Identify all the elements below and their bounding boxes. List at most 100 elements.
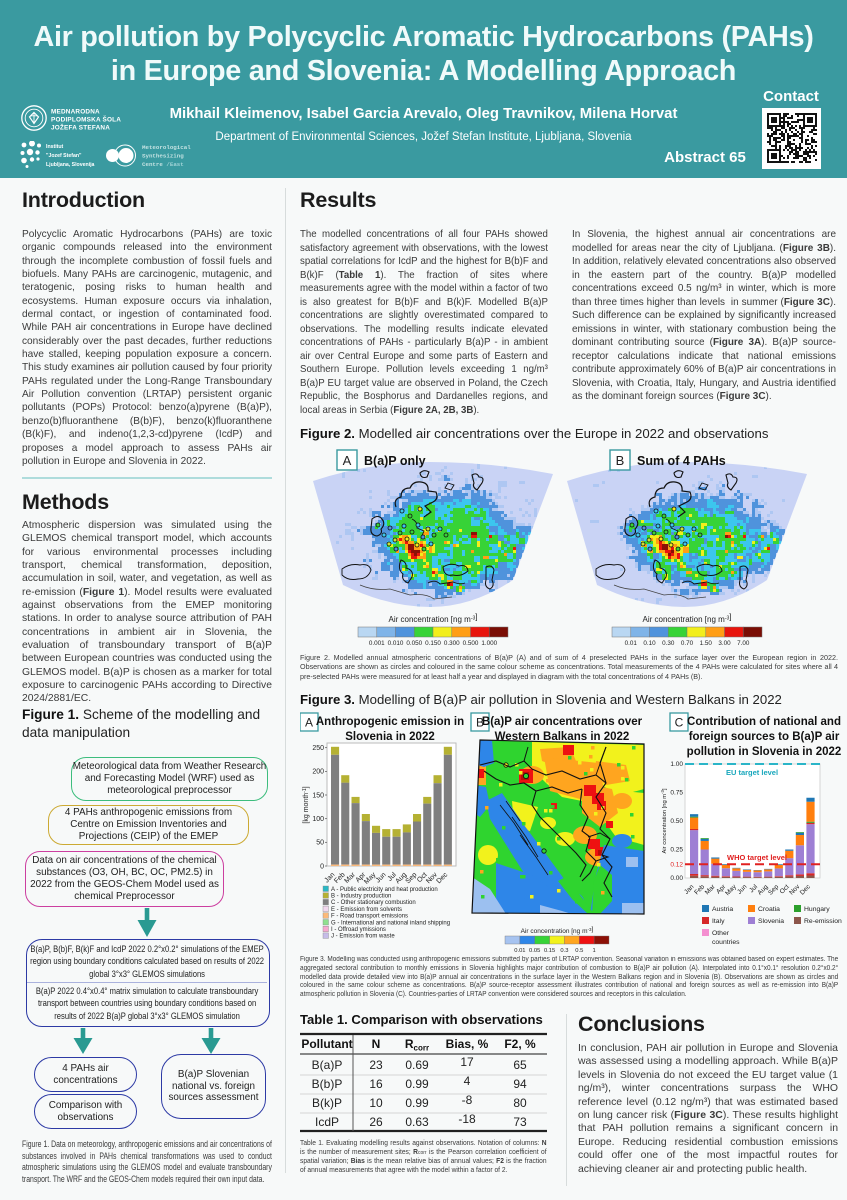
svg-text:A: A bbox=[343, 453, 352, 468]
svg-text:EU target level: EU target level bbox=[726, 768, 778, 777]
svg-text:B(a)P: B(a)P bbox=[312, 1058, 343, 1072]
svg-text:I - Offroad ymissions: I - Offroad ymissions bbox=[331, 927, 386, 933]
svg-text:Italy: Italy bbox=[712, 918, 725, 925]
svg-text:Sum of 4 PAHs: Sum of 4 PAHs bbox=[637, 454, 726, 468]
svg-text:B - Industry production: B - Industry production bbox=[331, 894, 391, 900]
svg-text:0.25: 0.25 bbox=[670, 847, 683, 854]
svg-text:Air concentration [ng m-3]: Air concentration [ng m-3] bbox=[660, 788, 668, 853]
svg-text:A - Public electricity and hea: A - Public electricity and heat producti… bbox=[331, 887, 438, 893]
svg-text:7.00: 7.00 bbox=[737, 640, 750, 647]
svg-text:100: 100 bbox=[312, 816, 324, 823]
svg-text:A: A bbox=[305, 716, 313, 730]
svg-text:foreign sources to B(a)P air: foreign sources to B(a)P air bbox=[689, 731, 840, 743]
svg-text:Re-emission: Re-emission bbox=[804, 918, 842, 925]
svg-text:0.150: 0.150 bbox=[425, 640, 441, 647]
svg-text:10: 10 bbox=[369, 1096, 383, 1110]
svg-text:PODIPLOMSKA ŠOLA: PODIPLOMSKA ŠOLA bbox=[51, 115, 121, 124]
svg-text:0.050: 0.050 bbox=[406, 640, 422, 647]
svg-text:1: 1 bbox=[592, 948, 595, 954]
svg-text:1.00: 1.00 bbox=[670, 761, 683, 768]
svg-text:250: 250 bbox=[312, 745, 324, 752]
svg-text:Slovenia in 2022: Slovenia in 2022 bbox=[345, 731, 435, 743]
svg-text:B(a)P air concentrations over: B(a)P air concentrations over bbox=[482, 716, 643, 728]
svg-text:Jul: Jul bbox=[748, 883, 759, 894]
svg-text:Other: Other bbox=[712, 930, 730, 937]
svg-text:0.00: 0.00 bbox=[670, 875, 683, 882]
svg-text:0.3: 0.3 bbox=[560, 948, 568, 954]
svg-text:countries: countries bbox=[712, 939, 740, 946]
svg-text:B(k)P: B(k)P bbox=[312, 1096, 342, 1110]
svg-text:WHO target level: WHO target level bbox=[727, 853, 787, 862]
svg-text:0.10: 0.10 bbox=[643, 640, 656, 647]
svg-text:0.70: 0.70 bbox=[681, 640, 694, 647]
svg-text:Air concentration [ng m-3]: Air concentration [ng m-3] bbox=[389, 613, 478, 625]
svg-text:Jul: Jul bbox=[387, 871, 399, 883]
svg-text:Slovenia: Slovenia bbox=[758, 918, 784, 925]
svg-text:Synthesizing: Synthesizing bbox=[142, 153, 184, 160]
svg-text:-8: -8 bbox=[462, 1093, 473, 1107]
svg-text:1.50: 1.50 bbox=[700, 640, 713, 647]
svg-text:0: 0 bbox=[320, 863, 324, 870]
svg-text:-18: -18 bbox=[458, 1112, 476, 1126]
svg-text:0.500: 0.500 bbox=[463, 640, 479, 647]
svg-text:0.001: 0.001 bbox=[369, 640, 385, 647]
svg-text:0.75: 0.75 bbox=[670, 790, 683, 797]
svg-text:JOŽEFA STEFANA: JOŽEFA STEFANA bbox=[51, 123, 110, 132]
svg-text:Austria: Austria bbox=[712, 906, 733, 913]
svg-text:"Jozef Stefan": "Jozef Stefan" bbox=[46, 153, 82, 159]
svg-text:0.01: 0.01 bbox=[514, 948, 525, 954]
svg-text:Western Balkans in 2022: Western Balkans in 2022 bbox=[495, 731, 630, 743]
svg-text:G - International and national: G - International and national inland sh… bbox=[331, 920, 450, 926]
svg-text:Bias, %: Bias, % bbox=[446, 1037, 489, 1051]
svg-text:0.01: 0.01 bbox=[625, 640, 638, 647]
svg-text:B(b)P: B(b)P bbox=[312, 1077, 343, 1091]
svg-text:[kg month-1]: [kg month-1] bbox=[302, 786, 310, 823]
svg-text:Centre /East: Centre /East bbox=[142, 161, 184, 168]
svg-text:16: 16 bbox=[369, 1077, 383, 1091]
svg-text:200: 200 bbox=[312, 769, 324, 776]
svg-text:0.69: 0.69 bbox=[405, 1058, 429, 1072]
svg-text:Institut: Institut bbox=[46, 144, 64, 150]
svg-text:0.30: 0.30 bbox=[662, 640, 675, 647]
svg-text:Air concentration [ng m-3]: Air concentration [ng m-3] bbox=[643, 613, 732, 625]
svg-text:26: 26 bbox=[369, 1115, 383, 1129]
svg-text:Anthropogenic emission in: Anthropogenic emission in bbox=[316, 716, 464, 728]
svg-text:F - Road transport emissions: F - Road transport emissions bbox=[331, 914, 408, 920]
svg-text:94: 94 bbox=[513, 1077, 527, 1091]
svg-text:Croatia: Croatia bbox=[758, 906, 780, 913]
svg-text:pollution in Slovenia in 2022: pollution in Slovenia in 2022 bbox=[687, 746, 842, 758]
svg-text:Rcorr: Rcorr bbox=[405, 1037, 429, 1053]
svg-text:0.15: 0.15 bbox=[544, 948, 555, 954]
svg-text:Pollutant: Pollutant bbox=[301, 1037, 352, 1051]
svg-text:C: C bbox=[675, 716, 684, 730]
svg-text:E - Emission from solvents: E - Emission from solvents bbox=[331, 907, 402, 913]
svg-text:4: 4 bbox=[464, 1074, 471, 1088]
svg-text:Meteorological: Meteorological bbox=[142, 144, 191, 151]
svg-text:23: 23 bbox=[369, 1058, 383, 1072]
svg-text:0.5: 0.5 bbox=[575, 948, 583, 954]
svg-text:0.300: 0.300 bbox=[444, 640, 460, 647]
svg-text:80: 80 bbox=[513, 1096, 527, 1110]
svg-text:B: B bbox=[616, 453, 625, 468]
svg-text:0.99: 0.99 bbox=[405, 1096, 429, 1110]
svg-text:0.12: 0.12 bbox=[670, 862, 683, 869]
svg-text:MEDNARODNA: MEDNARODNA bbox=[51, 109, 100, 116]
svg-text:65: 65 bbox=[513, 1058, 527, 1072]
svg-text:Air concentration [ng m-3]: Air concentration [ng m-3] bbox=[521, 926, 594, 935]
svg-text:3.00: 3.00 bbox=[718, 640, 731, 647]
svg-text:B: B bbox=[476, 716, 484, 730]
svg-text:C - Other stationary combustio: C - Other stationary combustion bbox=[331, 900, 416, 906]
svg-text:0.50: 0.50 bbox=[670, 818, 683, 825]
svg-text:150: 150 bbox=[312, 792, 324, 799]
svg-text:Dec: Dec bbox=[799, 883, 813, 897]
svg-text:Contribution of national and: Contribution of national and bbox=[687, 716, 841, 728]
svg-text:Ljubljana, Slovenija: Ljubljana, Slovenija bbox=[46, 162, 95, 168]
svg-text:N: N bbox=[372, 1037, 381, 1051]
svg-text:0.010: 0.010 bbox=[388, 640, 404, 647]
svg-text:B(a)P only: B(a)P only bbox=[364, 454, 426, 468]
svg-text:Dec: Dec bbox=[435, 871, 449, 885]
svg-text:1.000: 1.000 bbox=[481, 640, 497, 647]
svg-text:Jun: Jun bbox=[736, 883, 749, 896]
svg-text:0.99: 0.99 bbox=[405, 1077, 429, 1091]
svg-text:50: 50 bbox=[316, 840, 324, 847]
